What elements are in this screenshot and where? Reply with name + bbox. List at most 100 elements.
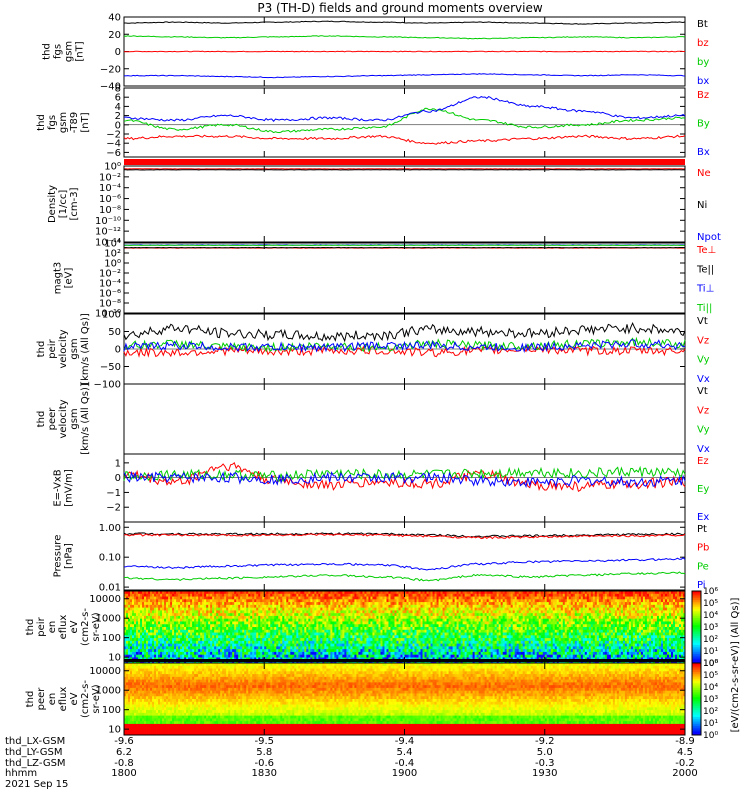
legend-0: Vt <box>697 386 708 397</box>
spectrogram-cell <box>268 593 271 597</box>
spectrogram-cell <box>190 591 193 595</box>
spectrogram-cell <box>270 635 273 639</box>
spectrogram-cell <box>314 627 317 631</box>
spectrogram-cell <box>284 651 287 656</box>
spectrogram-cell <box>354 596 357 600</box>
spectrogram-cell <box>296 613 299 617</box>
spectrogram-cell <box>132 621 135 625</box>
spectrogram-cell <box>204 624 207 628</box>
spectrogram-cell <box>144 629 147 633</box>
spectrogram-cell <box>204 621 207 625</box>
spectrogram-cell <box>246 591 249 595</box>
spectrogram-cell <box>384 615 387 620</box>
spectrogram-cell <box>364 629 367 633</box>
spectrogram-cell <box>386 649 389 653</box>
spectrogram-cell <box>316 607 319 611</box>
spectrogram-cell <box>386 629 389 633</box>
spectrogram-cell <box>194 640 197 645</box>
spectrogram-cell <box>182 632 185 636</box>
spectrogram-cell <box>332 604 335 609</box>
legend-3: Pi <box>697 580 706 591</box>
spectrogram-cell <box>148 627 151 631</box>
spectrogram-cell <box>242 635 245 639</box>
spectrogram-cell <box>260 624 263 628</box>
spectrogram-cell <box>362 638 365 642</box>
spectrogram-cell <box>226 593 229 597</box>
spectrogram-cell <box>270 607 273 611</box>
spectrogram-cell <box>230 618 233 622</box>
spectrogram-cell <box>364 638 367 642</box>
spectrogram-cell <box>290 649 293 653</box>
spectrogram-cell <box>324 627 327 631</box>
spectrogram-cell <box>340 640 343 645</box>
spectrogram-cell <box>254 604 257 609</box>
spectrogram-cell <box>146 613 149 617</box>
spectrogram-cell <box>174 635 177 639</box>
spectrogram-cell <box>166 629 169 633</box>
spectrogram-cell <box>264 627 267 631</box>
spectrogram-cell <box>238 615 241 620</box>
spectrogram-cell <box>226 646 229 650</box>
spectrogram-cell <box>276 610 279 614</box>
spectrogram-cell <box>254 638 257 642</box>
spectrogram-cell <box>162 607 165 611</box>
spectrogram-cell <box>262 610 265 614</box>
spectrogram-cell <box>150 635 153 639</box>
spectrogram-cell <box>144 596 147 600</box>
spectrogram-cell <box>338 618 341 622</box>
spectrogram-cell <box>126 629 129 633</box>
spectrogram-cell <box>284 591 287 595</box>
spectrogram-cell <box>268 599 271 603</box>
spectrogram-cell <box>208 599 211 603</box>
spectrogram-cell <box>364 615 367 620</box>
spectrogram-cell <box>354 618 357 622</box>
spectrogram-cell <box>342 613 345 617</box>
spectrogram-cell <box>320 593 323 597</box>
spectrogram-cell <box>174 651 177 656</box>
spectrogram-cell <box>156 613 159 617</box>
spectrogram-cell <box>154 640 157 645</box>
spectrogram-cell <box>206 604 209 609</box>
spectrogram-cell <box>184 627 187 631</box>
spectrogram-cell <box>200 599 203 603</box>
spectrogram-cell <box>350 604 353 609</box>
spectrogram-cell <box>378 602 381 606</box>
spectrogram-cell <box>188 643 191 647</box>
spectrogram-cell <box>192 629 195 633</box>
spectrogram-cell <box>372 596 375 600</box>
spectrogram-cell <box>314 651 317 656</box>
spectrogram-cell <box>320 621 323 625</box>
spectrogram-cell <box>368 607 371 611</box>
spectrogram-cell <box>246 599 249 603</box>
spectrogram-cell <box>136 640 139 645</box>
spectrogram-cell <box>128 629 131 633</box>
spectrogram-cell <box>366 591 369 595</box>
spectrogram-cell <box>208 651 211 656</box>
spectrogram-cell <box>214 646 217 650</box>
spectrogram-cell <box>140 591 143 595</box>
spectrogram-cell <box>294 640 297 645</box>
spectrogram-cell <box>390 627 393 631</box>
spectrogram-cell <box>362 618 365 622</box>
spectrogram-cell <box>326 607 329 611</box>
spectrogram-cell <box>260 615 263 620</box>
spectrogram-cell <box>182 651 185 656</box>
spectrogram-cell <box>352 651 355 656</box>
spectrogram-cell <box>310 593 313 597</box>
spectrogram-cell <box>234 607 237 611</box>
spectrogram-cell <box>196 599 199 603</box>
spectrogram-cell <box>166 604 169 609</box>
spectrogram-cell <box>186 607 189 611</box>
spectrogram-cell <box>126 613 129 617</box>
spectrogram-cell <box>374 618 377 622</box>
series-line-2 <box>123 35 686 40</box>
spectrogram-cell <box>136 651 139 656</box>
spectrogram-cell <box>266 635 269 639</box>
spectrogram-cell <box>226 632 229 636</box>
spectrogram-cell <box>152 638 155 642</box>
spectrogram-cell <box>298 604 301 609</box>
spectrogram-cell <box>282 638 285 642</box>
spectrogram-cell <box>238 591 241 595</box>
spectrogram-cell <box>138 640 141 645</box>
spectrogram-cell <box>182 596 185 600</box>
